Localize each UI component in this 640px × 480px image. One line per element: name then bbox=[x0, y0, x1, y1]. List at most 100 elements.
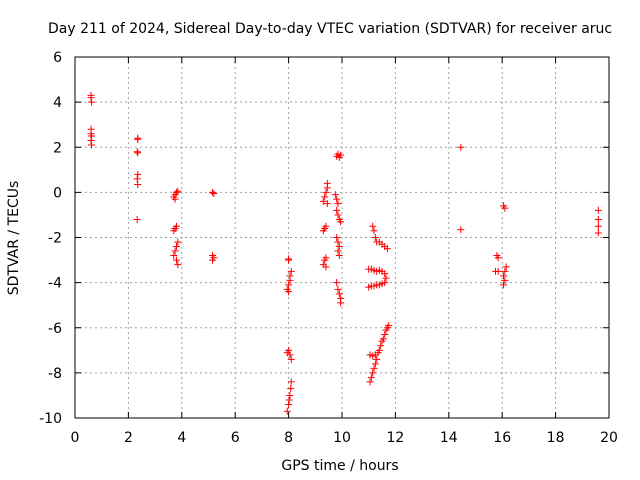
data-point bbox=[594, 215, 602, 223]
data-point bbox=[333, 206, 341, 214]
data-point bbox=[174, 238, 182, 246]
data-point bbox=[501, 204, 509, 212]
data-point bbox=[334, 247, 342, 255]
y-tick-label: -8 bbox=[48, 366, 62, 382]
data-point bbox=[286, 391, 294, 399]
y-tick-label: 4 bbox=[53, 95, 62, 111]
data-point bbox=[321, 256, 329, 264]
tick-labels: 0 2 4 6 8 10 12 14 16 18 20 -10 -8 -6 -4 -2 0 2 4 6 bbox=[39, 50, 618, 446]
data-point bbox=[365, 283, 373, 291]
data-point bbox=[366, 351, 374, 359]
data-point bbox=[285, 396, 293, 404]
data-point bbox=[210, 190, 218, 198]
data-point bbox=[334, 238, 342, 246]
data-point bbox=[287, 385, 295, 393]
y-tick-label: -6 bbox=[48, 321, 62, 337]
data-point bbox=[285, 281, 293, 289]
data-point bbox=[287, 267, 295, 275]
data-point bbox=[209, 256, 217, 264]
data-point bbox=[172, 256, 180, 264]
data-point bbox=[319, 227, 327, 235]
data-point bbox=[337, 151, 345, 159]
x-axis-label: GPS time / hours bbox=[281, 458, 398, 474]
data-point bbox=[334, 200, 342, 208]
data-point bbox=[333, 195, 341, 203]
data-point bbox=[377, 342, 385, 350]
data-point bbox=[381, 270, 389, 278]
data-point bbox=[333, 279, 341, 287]
data-point bbox=[133, 215, 141, 223]
x-tick-label: 16 bbox=[493, 430, 511, 446]
data-point bbox=[287, 378, 295, 386]
data-point bbox=[366, 378, 374, 386]
data-point bbox=[88, 141, 96, 149]
data-point bbox=[337, 218, 345, 226]
data-point bbox=[335, 252, 343, 260]
data-point bbox=[87, 136, 95, 144]
y-tick-label: -4 bbox=[48, 276, 62, 292]
data-point bbox=[283, 407, 291, 415]
y-tick-label: -2 bbox=[48, 231, 62, 247]
data-point bbox=[370, 227, 378, 235]
data-point bbox=[87, 94, 95, 102]
data-point bbox=[502, 263, 510, 271]
data-point bbox=[337, 299, 345, 307]
data-point bbox=[88, 132, 96, 140]
data-point bbox=[335, 243, 343, 251]
data-point bbox=[494, 254, 502, 262]
data-point bbox=[383, 245, 391, 253]
x-tick-label: 0 bbox=[71, 430, 80, 446]
data-point bbox=[371, 234, 379, 241]
data-point bbox=[171, 247, 179, 255]
data-point bbox=[594, 206, 602, 214]
x-tick-label: 4 bbox=[177, 430, 186, 446]
y-tick-label: 0 bbox=[53, 185, 62, 201]
data-point bbox=[594, 229, 602, 237]
data-point bbox=[369, 369, 377, 377]
data-point bbox=[334, 211, 342, 219]
grid bbox=[75, 57, 609, 418]
x-tick-label: 10 bbox=[333, 430, 351, 446]
data-point bbox=[369, 222, 377, 230]
data-point bbox=[134, 170, 142, 178]
data-point bbox=[174, 261, 182, 269]
data-point bbox=[382, 274, 390, 282]
data-point bbox=[378, 337, 386, 345]
data-point bbox=[174, 187, 182, 195]
chart-title: Day 211 of 2024, Sidereal Day-to-day VTE… bbox=[48, 21, 612, 37]
data-point bbox=[594, 222, 602, 230]
data-point bbox=[382, 326, 390, 334]
data-point bbox=[133, 175, 141, 183]
data-point bbox=[371, 360, 379, 368]
x-tick-label: 6 bbox=[231, 430, 240, 446]
data-point bbox=[285, 400, 293, 408]
data-point bbox=[285, 256, 293, 264]
y-axis-label: SDTVAR / TECUs bbox=[6, 181, 22, 296]
data-point bbox=[170, 227, 178, 235]
y-tick-label: 2 bbox=[53, 140, 62, 156]
data-point bbox=[501, 267, 509, 275]
data-point bbox=[134, 149, 142, 157]
y-tick-label: -10 bbox=[39, 411, 62, 427]
data-point bbox=[335, 290, 343, 298]
data-point bbox=[287, 355, 295, 363]
data-point bbox=[494, 267, 502, 275]
y-tick-label: 6 bbox=[53, 50, 62, 66]
data-point bbox=[321, 193, 329, 201]
x-tick-label: 12 bbox=[386, 430, 404, 446]
data-point bbox=[286, 276, 294, 284]
data-point bbox=[209, 188, 217, 196]
data-point bbox=[334, 285, 342, 293]
x-tick-label: 8 bbox=[284, 430, 293, 446]
data-point bbox=[88, 98, 96, 106]
data-point bbox=[171, 195, 179, 203]
axis-ticks bbox=[74, 56, 610, 419]
data-point bbox=[323, 184, 331, 192]
data-point bbox=[323, 200, 331, 208]
x-tick-label: 20 bbox=[600, 430, 618, 446]
data-point bbox=[367, 373, 375, 381]
data-point bbox=[322, 188, 330, 196]
data-point bbox=[319, 197, 327, 205]
data-point bbox=[322, 263, 330, 271]
